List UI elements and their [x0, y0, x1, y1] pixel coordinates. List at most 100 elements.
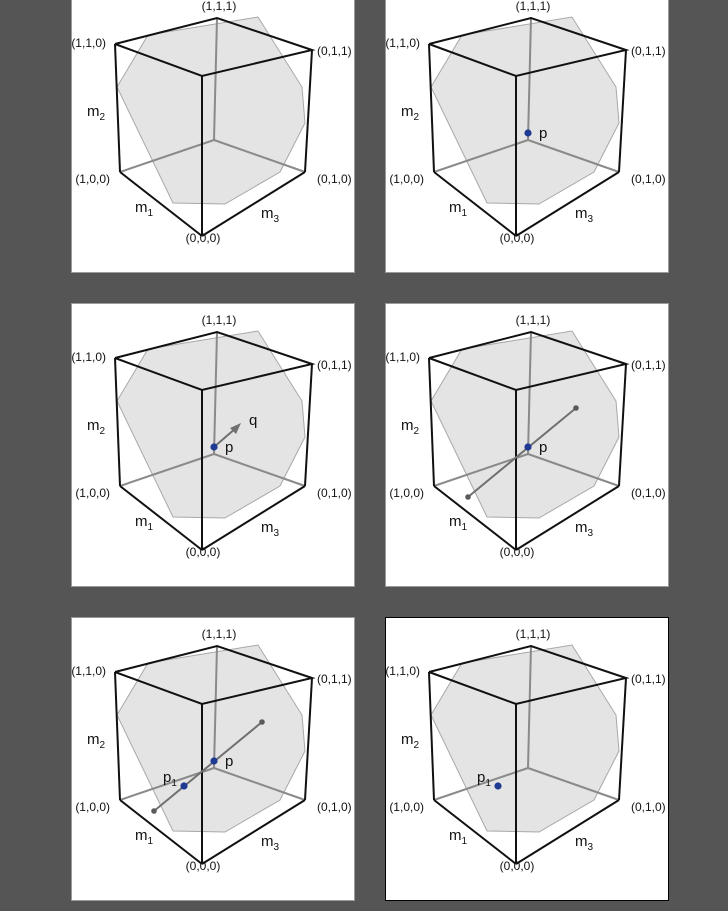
- axis-label-m3: m3: [261, 519, 280, 539]
- cube-edge: [201, 485, 306, 551]
- corner-label-right-top: (0,1,1): [631, 672, 666, 686]
- corner-label-right-bottom: (0,1,0): [317, 800, 352, 814]
- cube-edge: [304, 677, 313, 801]
- axis-label-m3: m3: [575, 519, 594, 539]
- line-through-p: [151, 719, 265, 814]
- line-endpoint: [259, 719, 265, 725]
- panel-3: (1,1,1) (1,1,0) (0,1,1) (1,0,0) (0,1,0) …: [71, 303, 355, 587]
- cube-edge: [515, 799, 620, 865]
- point-label-p: p: [539, 439, 547, 456]
- cube-edge: [515, 485, 620, 551]
- point-p1: p1: [163, 769, 188, 790]
- axis-label-m3: m3: [575, 833, 594, 853]
- axis-label-m2: m2: [401, 103, 420, 123]
- corner-label-top: (1,1,1): [202, 0, 237, 13]
- corner-label-right-bottom: (0,1,0): [631, 800, 666, 814]
- axis-label-m2: m2: [87, 103, 106, 123]
- corner-label-left-bottom: (1,0,0): [389, 800, 424, 814]
- cube-edge: [119, 799, 203, 865]
- hidden-edge: [119, 139, 215, 173]
- panel-1: (1,1,1) (1,1,0) (0,1,1) (1,0,0) (0,1,0) …: [71, 0, 355, 273]
- hidden-edge: [213, 453, 306, 487]
- point-label-p1: p1: [477, 769, 491, 789]
- axis-label-m2: m2: [401, 417, 420, 437]
- cube-edge: [433, 485, 517, 551]
- corner-label-left-bottom: (1,0,0): [389, 486, 424, 500]
- axis-label-m3: m3: [575, 205, 594, 225]
- cube-edge: [304, 49, 313, 173]
- point-p: p: [524, 439, 547, 456]
- panel-5: (1,1,1) (1,1,0) (0,1,1) (1,0,0) (0,1,0) …: [71, 617, 355, 901]
- plane-polygon: [430, 330, 620, 519]
- axis-label-m2: m2: [87, 731, 106, 751]
- plane-polygon: [116, 330, 306, 519]
- hidden-edge: [119, 453, 215, 487]
- corner-label-left-top: (1,1,0): [385, 350, 420, 364]
- hidden-edge: [213, 139, 306, 173]
- cube-edge: [618, 49, 627, 173]
- corner-label-bottom: (0,0,0): [186, 545, 221, 559]
- hidden-edge: [527, 453, 620, 487]
- hidden-edge: [527, 17, 532, 141]
- cube-edge: [618, 677, 627, 801]
- corner-label-left-top: (1,1,0): [71, 350, 106, 364]
- hidden-edge: [213, 331, 218, 455]
- point-label-q: q: [249, 412, 257, 429]
- corner-label-top: (1,1,1): [516, 313, 551, 327]
- cube-edge: [515, 171, 620, 237]
- corner-label-left-top: (1,1,0): [385, 36, 420, 50]
- cube-edge: [201, 171, 306, 237]
- corner-label-bottom: (0,0,0): [500, 859, 535, 873]
- point-p: p: [210, 753, 233, 770]
- line-endpoint: [573, 405, 579, 411]
- plane-polygon: [116, 644, 306, 833]
- axis-label-m1: m1: [135, 827, 154, 847]
- corner-label-left-bottom: (1,0,0): [75, 800, 110, 814]
- corner-label-left-bottom: (1,0,0): [389, 172, 424, 186]
- axis-label-m2: m2: [401, 731, 420, 751]
- arrowhead-icon: [230, 423, 241, 434]
- corner-label-left-top: (1,1,0): [71, 664, 106, 678]
- point-p: p: [524, 125, 547, 142]
- panel-6: (1,1,1) (1,1,0) (0,1,1) (1,0,0) (0,1,0) …: [385, 617, 669, 901]
- hidden-edge: [213, 645, 218, 769]
- hidden-edge: [433, 139, 529, 173]
- hidden-edge: [213, 767, 306, 801]
- axis-label-m1: m1: [449, 513, 468, 533]
- axis-label-m1: m1: [135, 199, 154, 219]
- corner-label-right-top: (0,1,1): [317, 358, 352, 372]
- hidden-edge: [433, 767, 529, 801]
- corner-label-left-top: (1,1,0): [71, 36, 106, 50]
- corner-label-right-bottom: (0,1,0): [631, 172, 666, 186]
- corner-label-top: (1,1,1): [202, 627, 237, 641]
- line-through-p: [465, 405, 579, 500]
- axis-label-m1: m1: [135, 513, 154, 533]
- corner-label-left-top: (1,1,0): [385, 664, 420, 678]
- cube-edge: [428, 43, 435, 173]
- axis-label-m3: m3: [261, 833, 280, 853]
- corner-label-bottom: (0,0,0): [500, 545, 535, 559]
- axis-label-m1: m1: [449, 199, 468, 219]
- cube-edge: [433, 171, 517, 237]
- corner-label-bottom: (0,0,0): [500, 231, 535, 245]
- cube-edge: [618, 363, 627, 487]
- cube-edge: [119, 171, 203, 237]
- point-label-p: p: [539, 125, 547, 142]
- corner-label-top: (1,1,1): [202, 313, 237, 327]
- corner-label-left-bottom: (1,0,0): [75, 486, 110, 500]
- corner-label-right-top: (0,1,1): [631, 358, 666, 372]
- corner-label-right-top: (0,1,1): [317, 44, 352, 58]
- point-p: p: [210, 439, 233, 456]
- corner-label-right-top: (0,1,1): [631, 44, 666, 58]
- corner-label-right-bottom: (0,1,0): [317, 486, 352, 500]
- cube-edge: [114, 43, 121, 173]
- plane-polygon: [430, 644, 620, 833]
- cube-edge: [119, 485, 203, 551]
- axis-label-m3: m3: [261, 205, 280, 225]
- cube-edge: [114, 357, 121, 487]
- point-label-p1: p1: [163, 769, 177, 789]
- plane-polygon: [430, 16, 620, 205]
- point-label-p: p: [225, 753, 233, 770]
- point-label-p: p: [225, 439, 233, 456]
- point-p1: p1: [477, 769, 502, 790]
